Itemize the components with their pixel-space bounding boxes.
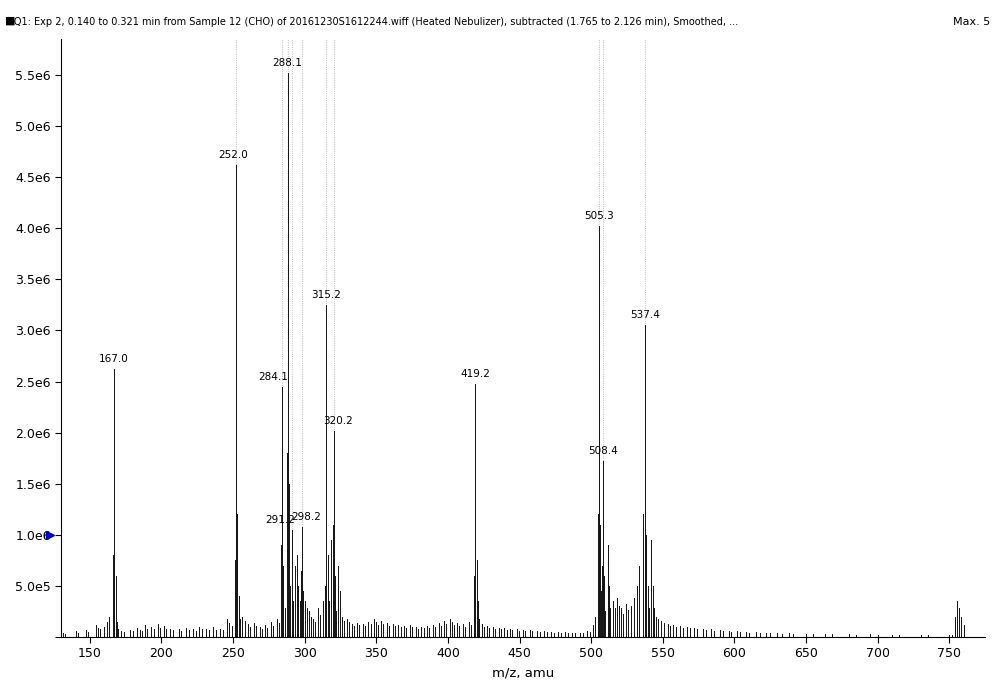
Text: 537.4: 537.4 — [630, 310, 660, 320]
Text: 284.1: 284.1 — [258, 371, 288, 382]
Text: 315.2: 315.2 — [311, 290, 341, 300]
Text: 419.2: 419.2 — [460, 369, 490, 378]
Text: 505.3: 505.3 — [584, 211, 614, 221]
Text: 508.4: 508.4 — [588, 446, 618, 456]
Text: 291.2: 291.2 — [266, 515, 296, 525]
Text: ■: ■ — [5, 15, 16, 25]
Text: 320.2: 320.2 — [323, 416, 353, 425]
Text: 298.2: 298.2 — [291, 511, 321, 522]
Text: -Q1: Exp 2, 0.140 to 0.321 min from Sample 12 (CHO) of 20161230S1612244.wiff (He: -Q1: Exp 2, 0.140 to 0.321 min from Samp… — [10, 17, 738, 27]
Text: 252.0: 252.0 — [218, 150, 248, 160]
Text: 167.0: 167.0 — [99, 354, 129, 364]
Text: 288.1: 288.1 — [273, 58, 303, 68]
Text: Max. 5: Max. 5 — [953, 17, 990, 27]
X-axis label: m/z, amu: m/z, amu — [492, 666, 554, 679]
